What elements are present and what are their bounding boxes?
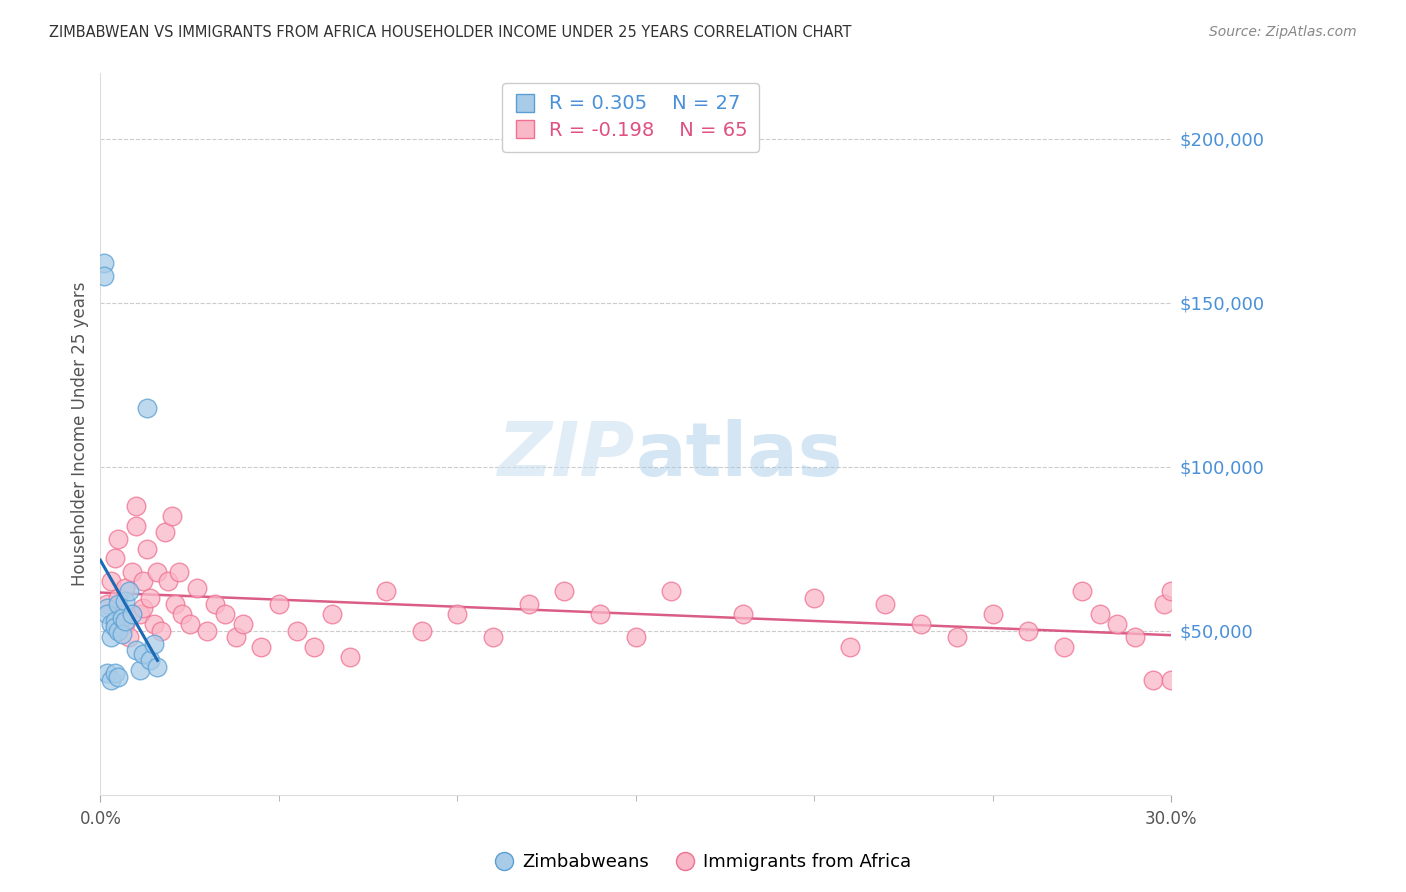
Point [167,565,190,579]
Point [114,614,136,628]
Point [731,607,754,622]
Point [121,565,143,579]
Point [1107,617,1129,632]
Point [659,584,682,599]
Point [135,541,157,556]
Point [104,620,127,634]
Point [946,630,969,644]
Point [411,624,433,638]
Legend: Zimbabweans, Immigrants from Africa: Zimbabweans, Immigrants from Africa [488,847,918,879]
Point [446,607,468,622]
Legend: R = 0.305    N = 27, R = -0.198    N = 65: R = 0.305 N = 27, R = -0.198 N = 65 [502,83,759,152]
Point [104,666,127,681]
Point [104,551,127,566]
Point [139,653,162,667]
Point [150,624,173,638]
Point [179,617,201,632]
Point [114,617,136,632]
Point [910,617,932,632]
Point [96,607,118,622]
Point [142,637,165,651]
Text: ZIMBABWEAN VS IMMIGRANTS FROM AFRICA HOUSEHOLDER INCOME UNDER 25 YEARS CORRELATI: ZIMBABWEAN VS IMMIGRANTS FROM AFRICA HOU… [49,25,852,40]
Point [1070,584,1092,599]
Point [157,574,180,589]
Point [100,617,122,632]
Point [100,673,122,687]
Text: Source: ZipAtlas.com: Source: ZipAtlas.com [1209,25,1357,39]
Point [107,598,129,612]
Point [225,630,247,644]
Text: atlas: atlas [636,419,844,492]
Point [589,607,612,622]
Point [321,607,343,622]
Point [875,598,897,612]
Point [186,581,208,595]
Point [125,643,148,657]
Point [96,600,118,615]
Point [339,649,361,664]
Point [128,663,150,677]
Point [981,607,1004,622]
Point [285,624,308,638]
Point [100,630,122,644]
Point [146,659,169,673]
Point [304,640,326,654]
Point [232,617,254,632]
Point [803,591,825,605]
Point [553,584,575,599]
Point [204,598,226,612]
Point [838,640,860,654]
Point [121,607,143,622]
Point [1053,640,1076,654]
Point [114,594,136,608]
Text: ZIP: ZIP [498,419,636,492]
Point [107,624,129,638]
Point [125,499,148,513]
Point [267,598,290,612]
Point [132,574,155,589]
Point [111,627,134,641]
Point [132,647,155,661]
Point [96,598,118,612]
Point [1017,624,1039,638]
Point [142,617,165,632]
Point [624,630,647,644]
Point [1160,673,1182,687]
Y-axis label: Householder Income Under 25 years: Householder Income Under 25 years [72,282,89,586]
Point [104,614,127,628]
Point [128,607,150,622]
Point [93,269,115,284]
Point [517,598,540,612]
Point [118,584,141,599]
Point [96,666,118,681]
Point [165,598,187,612]
Point [250,640,273,654]
Point [125,518,148,533]
Point [114,581,136,595]
Point [1123,630,1146,644]
Point [1088,607,1111,622]
Point [111,607,134,622]
Point [132,600,155,615]
Point [1153,598,1175,612]
Point [153,525,176,540]
Point [172,607,194,622]
Point [1142,673,1164,687]
Point [107,591,129,605]
Point [214,607,236,622]
Point [160,508,183,523]
Point [111,610,134,624]
Point [100,574,122,589]
Point [135,401,157,415]
Point [374,584,396,599]
Point [107,532,129,546]
Point [139,591,162,605]
Point [118,630,141,644]
Point [482,630,505,644]
Point [1160,584,1182,599]
Point [197,624,219,638]
Point [93,256,115,270]
Point [107,669,129,683]
Point [146,565,169,579]
